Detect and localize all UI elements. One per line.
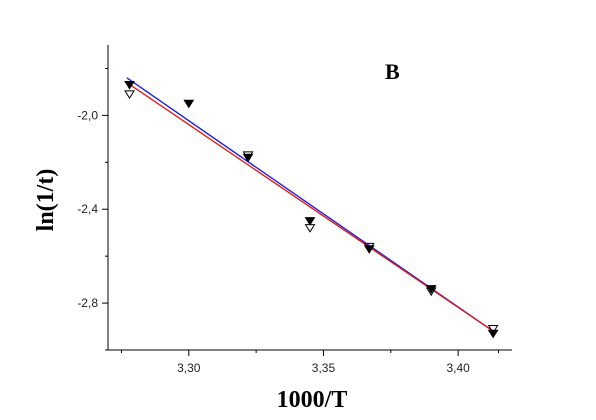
open-triangle-point (304, 224, 316, 233)
filled-triangle-point (425, 285, 437, 294)
open-triangle-point (242, 151, 254, 161)
x-tick-label: 3,35 (312, 361, 336, 375)
open-triangle-point (487, 325, 499, 334)
y-axis-title: ln(1/t) (33, 169, 59, 232)
open-triangle-point (124, 90, 135, 100)
y-tick-label: -2,4 (77, 202, 98, 216)
filled-triangle-point (124, 81, 135, 90)
filled-triangle-point (242, 153, 254, 163)
fit-lines (126, 77, 494, 332)
x-axis-title: 1000/T (277, 387, 348, 413)
axes (107, 45, 512, 351)
open-triangle-point (425, 287, 437, 297)
filled-triangle-point (304, 217, 316, 226)
fit-line-3 (126, 81, 494, 332)
y-tick-label: -2,8 (77, 296, 98, 310)
y-tick-label: -2,0 (77, 108, 98, 122)
panel-label: B (385, 59, 400, 84)
filled-triangle-point (183, 99, 195, 109)
data-markers (124, 81, 499, 339)
x-tick-label: 3,40 (446, 361, 470, 375)
filled-triangle-point (487, 329, 499, 339)
open-triangle-point (363, 242, 375, 252)
x-tick-label: 3,30 (177, 361, 201, 375)
ticks: 3,30 3,35 3,40 -2,0 -2,4 -2,8 (77, 67, 500, 375)
